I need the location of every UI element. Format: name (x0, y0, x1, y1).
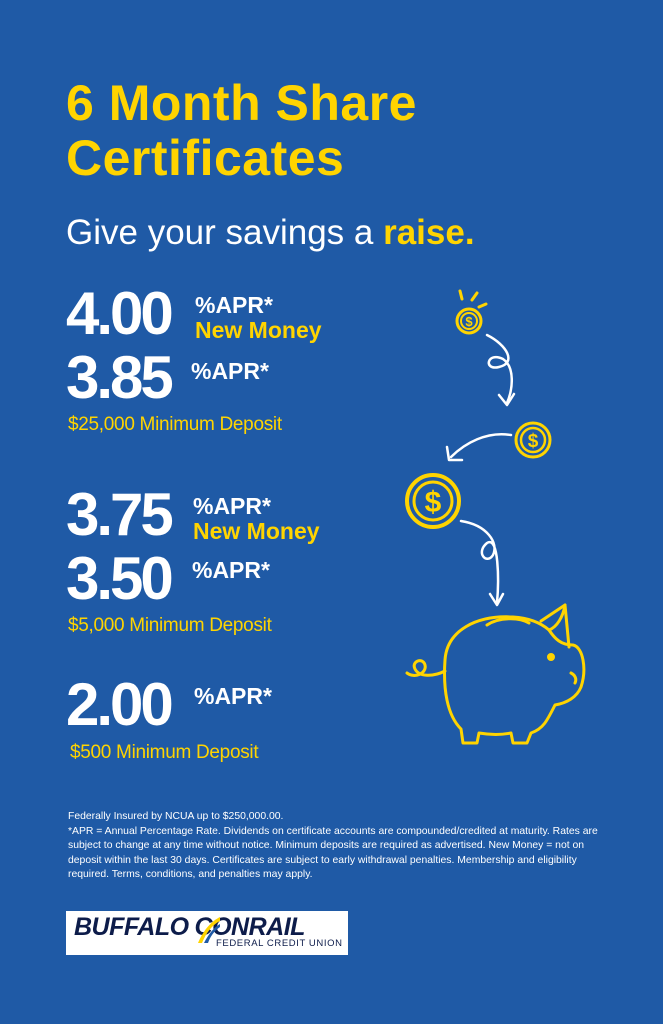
credit-union-logo: BUFFALO CONRAIL FEDERAL CREDIT UNION (66, 911, 348, 955)
logo-name-part-1: BUFFALO (74, 913, 189, 941)
tier-2-new-money-rate: 3.75 (66, 481, 174, 548)
tagline-highlight: raise (383, 213, 465, 252)
tier-2-rate: 3.50 (66, 545, 174, 612)
tier-1-rate: 3.85 (66, 344, 174, 411)
title-line-2: Certificates (66, 130, 345, 186)
legal-disclaimer: Federally Insured by NCUA up to $250,000… (68, 810, 608, 883)
sparkle-icon (458, 289, 488, 309)
tier-1-new-money-rate: 4.00 (66, 280, 174, 347)
logo-wordmark: BUFFALO CONRAIL (74, 913, 305, 941)
tagline: Give your savings a raise. (66, 212, 475, 254)
tier-3-apr: %APR* (194, 683, 272, 709)
tagline-suffix: . (464, 213, 475, 252)
disclaimer-line-1: Federally Insured by NCUA up to $250,000… (68, 811, 284, 822)
tier-3-minimum-deposit: $500 Minimum Deposit (70, 742, 259, 763)
tagline-prefix: Give your savings a (66, 213, 384, 252)
piggy-bank-icon (405, 603, 586, 745)
curved-arrow-icon (445, 432, 513, 462)
tier-2-minimum-deposit: $5,000 Minimum Deposit (68, 615, 272, 636)
curved-arrow-icon (485, 333, 516, 407)
coin-symbol: $ (465, 314, 473, 329)
tier-2-apr: %APR* (192, 557, 270, 583)
tier-1-new-money-apr: %APR* (195, 292, 273, 318)
tier-1-apr: %APR* (191, 358, 269, 384)
page-title: 6 Month Share Certificates (66, 76, 417, 186)
title-line-1: 6 Month Share (66, 75, 417, 131)
coin-symbol: $ (528, 431, 539, 452)
dollar-coin-icon (514, 421, 552, 459)
tier-2-new-money-apr: %APR* (193, 493, 271, 519)
tier-1-minimum-deposit: $25,000 Minimum Deposit (68, 414, 282, 435)
disclaimer-line-2: *APR = Annual Percentage Rate. Dividends… (68, 825, 598, 881)
dollar-coin-icon (455, 307, 483, 335)
logo-subtitle: FEDERAL CREDIT UNION (216, 938, 343, 949)
logo-swoosh-icon (198, 917, 220, 943)
logo-name-part-2: CONRAIL (194, 913, 306, 941)
tier-3-rate: 2.00 (66, 671, 174, 738)
tier-2-new-money-label: New Money (193, 518, 320, 544)
tier-1-new-money-label: New Money (195, 317, 322, 343)
savings-illustration: $ $ $ (405, 289, 586, 745)
curved-arrow-icon (459, 519, 505, 607)
coin-symbol: $ (425, 486, 442, 519)
dollar-coin-icon (405, 473, 461, 529)
